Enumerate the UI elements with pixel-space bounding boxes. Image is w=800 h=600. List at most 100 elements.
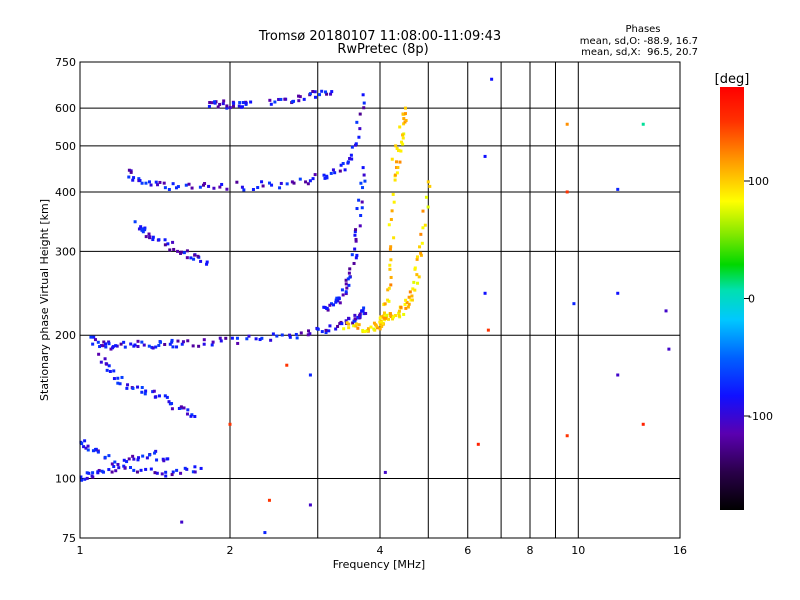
data-point-O	[154, 345, 158, 349]
data-point-O	[280, 333, 284, 337]
colorbar-tick-label: 100	[748, 175, 769, 188]
data-point-O	[224, 336, 228, 340]
data-point-O	[179, 405, 183, 409]
data-point-O	[103, 455, 107, 459]
data-point-O	[283, 97, 287, 101]
data-point-O	[167, 187, 171, 191]
data-point-O	[185, 249, 189, 253]
data-point-O	[176, 185, 180, 189]
data-point-O	[86, 448, 90, 452]
data-point-O	[171, 470, 175, 474]
data-point-O	[120, 375, 124, 379]
data-point-X	[398, 125, 402, 129]
data-point-O	[139, 468, 143, 472]
data-point-O	[207, 104, 211, 108]
data-point-O	[325, 176, 329, 180]
data-point-X	[388, 263, 392, 267]
data-point-O	[352, 261, 356, 265]
data-point-X	[397, 309, 401, 313]
data-point-O	[221, 102, 225, 106]
data-point-X	[385, 313, 389, 317]
data-point-O	[170, 473, 174, 477]
x-tick-label: 6	[464, 544, 471, 557]
data-point-O	[186, 408, 190, 412]
data-point-O	[142, 343, 146, 347]
data-point-O	[147, 232, 151, 236]
data-point-O	[336, 324, 340, 328]
data-point-O	[129, 170, 133, 174]
data-point-X	[395, 160, 399, 164]
data-point-O	[133, 343, 137, 347]
data-point-O	[140, 390, 144, 394]
data-point-X	[389, 245, 393, 249]
data-point-X	[401, 142, 405, 146]
data-point-O	[127, 168, 131, 172]
data-point-O	[331, 168, 335, 172]
data-point-O	[144, 181, 148, 185]
data-point-X	[423, 223, 427, 227]
data-point-X	[355, 322, 359, 326]
data-point-X	[415, 255, 419, 259]
data-point-X	[419, 253, 423, 257]
data-point-isolated	[616, 187, 620, 191]
data-point-O	[185, 412, 189, 416]
data-point-O	[166, 457, 170, 461]
data-point-O	[192, 257, 196, 261]
colorbar-tick-label: 0	[748, 293, 755, 306]
data-point-X	[372, 321, 376, 325]
data-point-O	[141, 230, 145, 234]
data-point-O	[244, 101, 248, 105]
data-point-O	[140, 181, 144, 185]
data-point-X	[389, 258, 393, 262]
data-point-O	[329, 92, 333, 96]
data-point-O	[340, 288, 344, 292]
data-point-O	[158, 180, 162, 184]
data-point-O	[143, 228, 147, 232]
data-point-X	[400, 133, 404, 137]
data-point-O	[108, 369, 112, 373]
data-point-O	[185, 256, 189, 260]
data-point-O	[348, 267, 352, 271]
data-point-O	[105, 368, 109, 372]
data-point-X	[426, 180, 430, 184]
data-point-O	[336, 299, 340, 303]
data-point-O	[313, 90, 317, 94]
data-point-O	[334, 327, 338, 331]
data-point-O	[170, 407, 174, 411]
data-point-O	[357, 314, 361, 318]
data-point-O	[151, 390, 155, 394]
data-point-O	[180, 342, 184, 346]
data-point-O	[211, 340, 215, 344]
data-point-X	[403, 106, 407, 110]
data-point-isolated	[267, 498, 271, 502]
data-point-O	[347, 316, 351, 320]
data-point-O	[220, 182, 224, 186]
data-point-O	[110, 470, 114, 474]
data-point-O	[275, 334, 279, 338]
data-point-O	[203, 182, 207, 186]
data-point-O	[361, 93, 365, 97]
data-point-X	[417, 275, 421, 279]
data-point-O	[297, 99, 301, 103]
data-point-O	[355, 120, 359, 124]
data-point-O	[104, 342, 108, 346]
data-point-O	[298, 95, 302, 99]
data-point-O	[131, 386, 135, 390]
data-point-O	[156, 183, 160, 187]
y-tick-label: 400	[55, 186, 76, 199]
data-point-O	[103, 357, 107, 361]
data-point-O	[205, 262, 209, 266]
data-point-X	[347, 322, 351, 326]
data-point-O	[320, 330, 324, 334]
data-point-O	[237, 104, 241, 108]
data-point-O	[325, 92, 329, 96]
y-tick-label: 300	[55, 245, 76, 258]
data-point-X	[398, 160, 402, 164]
data-point-X	[415, 273, 419, 277]
data-point-O	[357, 198, 361, 202]
data-point-O	[245, 337, 249, 341]
data-point-O	[136, 458, 140, 462]
data-point-O	[149, 467, 153, 471]
data-point-O	[258, 338, 262, 342]
data-point-X	[379, 320, 383, 324]
